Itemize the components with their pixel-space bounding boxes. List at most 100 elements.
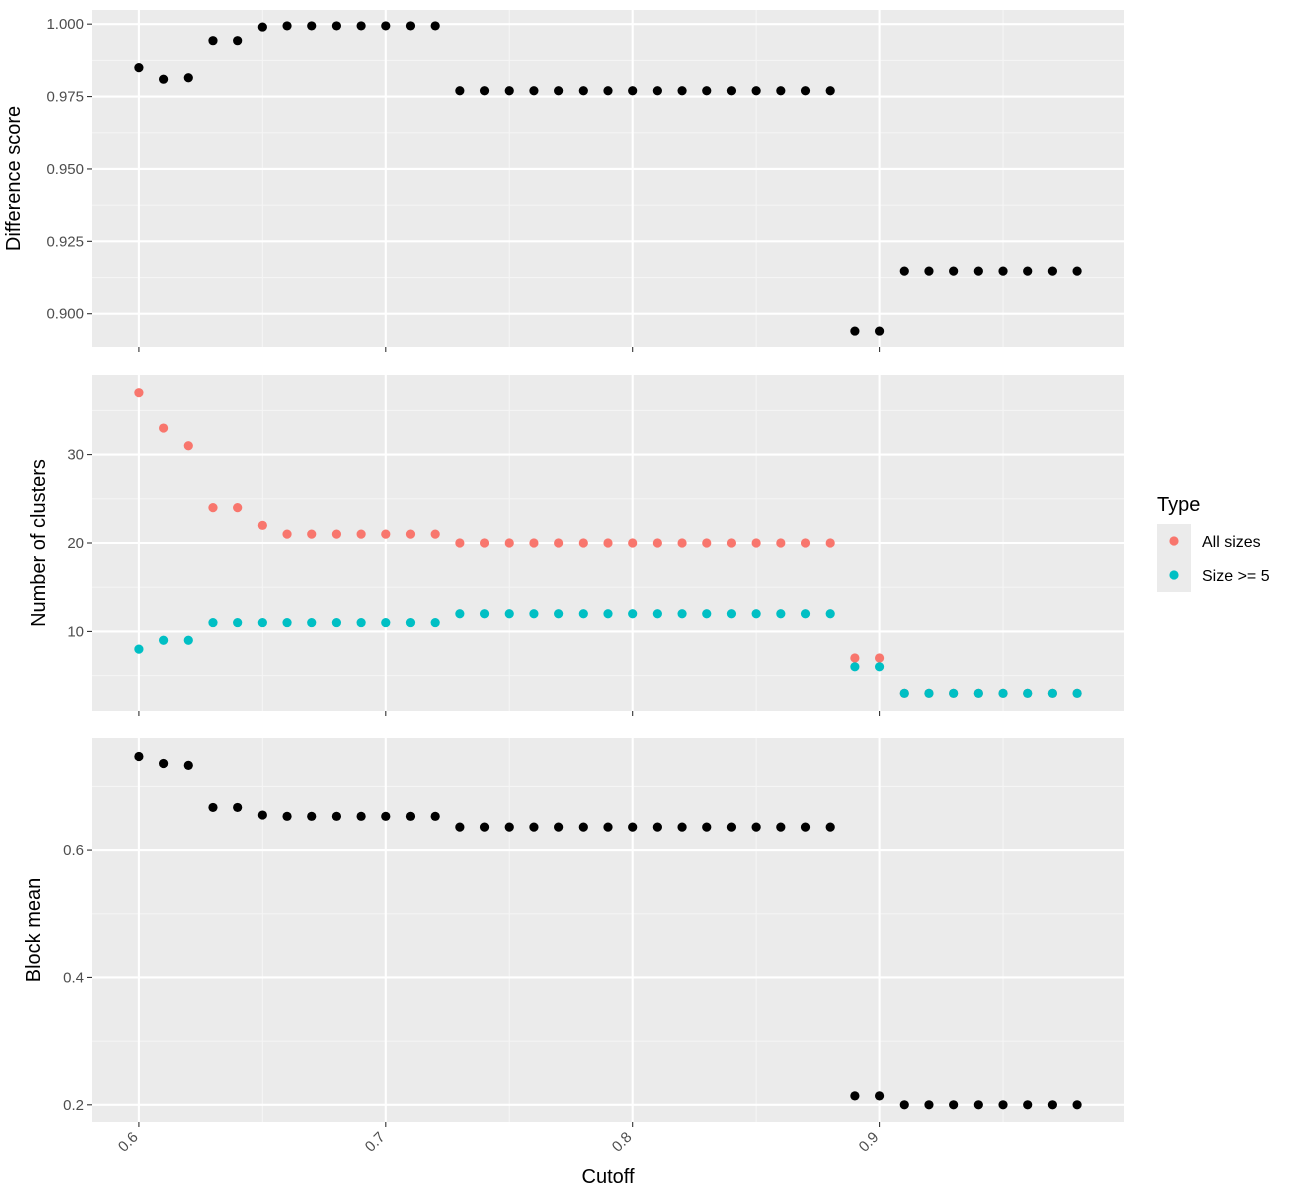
data-point <box>208 36 218 46</box>
x-tick-label: 0.6 <box>115 1129 142 1156</box>
data-point <box>529 609 539 619</box>
legend-key-point <box>1169 536 1179 546</box>
data-point <box>949 266 959 276</box>
data-point <box>554 538 564 548</box>
data-point <box>504 609 514 619</box>
y-axis-title: Number of clusters <box>28 459 50 627</box>
panel-3: 0.2 0.4 0.6 0.6 0.7 0.8 0.9 Block mean <box>23 738 1124 1156</box>
legend: Type All sizes Size >= 5 <box>1157 494 1270 592</box>
data-point <box>257 617 267 628</box>
data-point <box>1047 266 1058 276</box>
series <box>134 751 1082 1110</box>
x-tick-label: 0.9 <box>856 1129 883 1156</box>
data-point <box>529 822 539 832</box>
data-point <box>1072 1100 1082 1110</box>
data-point <box>825 86 835 96</box>
data-point <box>529 86 539 96</box>
data-point <box>1072 688 1082 698</box>
data-point <box>282 617 292 628</box>
data-point <box>307 21 317 31</box>
data-point <box>899 1100 909 1110</box>
panels: 0.900 0.925 0.950 0.975 1.000 Difference scor… <box>3 10 1124 1156</box>
data-point <box>455 609 465 619</box>
y-tick-label: 30 <box>67 447 84 464</box>
data-point <box>183 73 193 83</box>
data-point <box>850 326 860 336</box>
data-point <box>702 86 712 96</box>
y-tick-label: 0.4 <box>63 969 84 986</box>
data-point <box>726 538 737 548</box>
data-point <box>874 653 885 663</box>
data-point <box>603 86 613 96</box>
data-point <box>874 662 885 672</box>
data-point <box>998 266 1008 276</box>
data-point <box>307 617 317 628</box>
y-axis-title: Difference score <box>3 106 25 251</box>
data-point <box>183 760 193 770</box>
data-point <box>899 266 909 276</box>
y-axis-title: Block mean <box>23 878 45 983</box>
data-point <box>776 822 786 832</box>
data-point <box>800 86 811 96</box>
data-point <box>405 617 416 628</box>
legend-title: Type <box>1157 494 1200 516</box>
data-point <box>158 74 169 84</box>
series-size-5 <box>134 609 1082 698</box>
data-point <box>479 86 490 96</box>
data-point <box>677 538 687 548</box>
data-point <box>158 758 169 769</box>
data-point <box>949 688 959 698</box>
data-point <box>702 609 712 619</box>
data-point <box>874 1091 885 1101</box>
data-point <box>504 538 514 548</box>
data-point <box>356 617 366 628</box>
data-point <box>331 21 342 31</box>
data-point <box>751 538 761 548</box>
data-point <box>825 609 835 619</box>
data-point <box>282 529 292 539</box>
data-point <box>899 688 909 698</box>
data-point <box>628 538 638 548</box>
data-point <box>282 21 292 31</box>
data-point <box>825 822 835 832</box>
data-point <box>331 529 342 539</box>
data-point <box>504 86 514 96</box>
data-point <box>776 609 786 619</box>
y-tick-label: 0.6 <box>63 842 84 859</box>
y-tick-label: 0.975 <box>46 89 84 106</box>
data-point <box>455 538 465 548</box>
data-point <box>800 609 811 619</box>
data-point <box>381 21 391 31</box>
data-point <box>381 529 391 539</box>
data-point <box>1072 266 1082 276</box>
panel-1: 0.900 0.925 0.950 0.975 1.000 Difference scor… <box>3 10 1124 352</box>
data-point <box>973 266 983 276</box>
data-point <box>430 529 440 539</box>
data-point <box>430 21 440 31</box>
data-point <box>578 609 588 619</box>
data-point <box>183 441 193 451</box>
data-point <box>381 811 391 821</box>
data-point <box>751 822 761 832</box>
data-point <box>134 388 144 398</box>
data-point <box>134 751 144 762</box>
data-point <box>652 822 662 832</box>
data-point <box>208 802 218 813</box>
data-point <box>628 609 638 619</box>
data-point <box>578 538 588 548</box>
data-point <box>652 86 662 96</box>
data-point <box>800 538 811 548</box>
data-point <box>949 1100 959 1110</box>
data-point <box>430 617 440 628</box>
x-tick-label: 0.8 <box>609 1129 636 1156</box>
data-point <box>628 822 638 832</box>
data-point <box>973 1100 983 1110</box>
data-point <box>924 688 934 698</box>
data-point <box>554 609 564 619</box>
data-point <box>850 1091 860 1101</box>
data-point <box>924 266 934 276</box>
data-point <box>257 810 267 820</box>
data-point <box>924 1100 934 1110</box>
data-point <box>504 822 514 832</box>
legend-label: All sizes <box>1202 534 1261 551</box>
